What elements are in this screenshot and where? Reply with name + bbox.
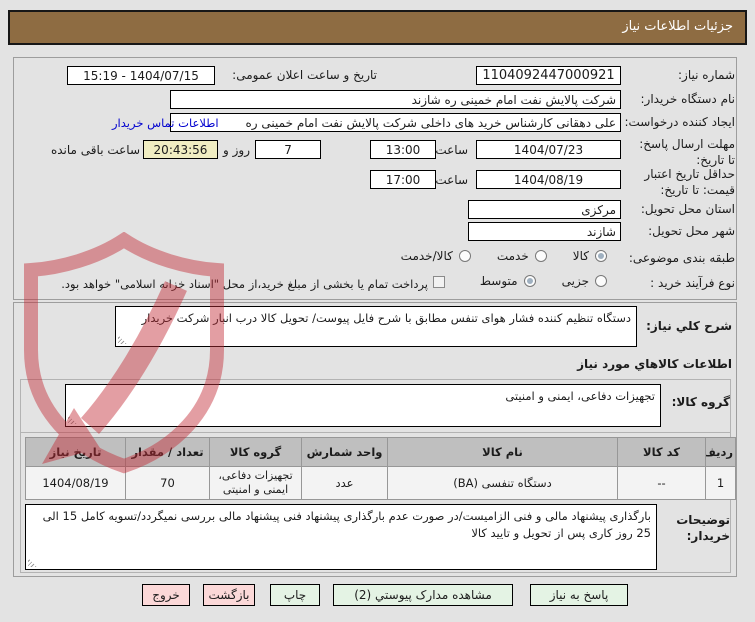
reply-deadline-label: مهلت ارسال پاسخ: تا تاریخ: xyxy=(639,137,735,168)
classification-radio-group: کالا خدمت کالا/خدمت xyxy=(401,249,607,263)
process-type-label: نوع فرآیند خرید : xyxy=(650,276,735,290)
reply-deadline-date-field[interactable]: 1404/07/23 xyxy=(476,140,621,159)
radio-option-minor[interactable]: جزیی xyxy=(562,274,607,288)
delivery-province-field[interactable]: مرکزی xyxy=(468,200,621,219)
goods-table: ردیف کد کالا نام کالا واحد شمارش گروه کا… xyxy=(25,437,736,500)
goods-group-label: گروه کالا: xyxy=(671,395,730,409)
treasury-checkbox[interactable] xyxy=(433,276,445,288)
delivery-city-field[interactable]: شازند xyxy=(468,222,621,241)
radio-goods-label: کالا xyxy=(572,249,589,263)
buyer-org-label: نام دستگاه خریدار: xyxy=(640,92,736,106)
col-item-name: نام کالا xyxy=(387,437,618,467)
radio-option-service[interactable]: خدمت xyxy=(497,249,547,263)
exit-button[interactable]: خروج xyxy=(142,584,190,606)
deadline-hour-label: ساعت xyxy=(435,143,468,157)
cell-item-code: -- xyxy=(617,466,706,500)
price-validity-label: حداقل تاریخ اعتبار قیمت: تا تاریخ: xyxy=(644,167,735,198)
announce-datetime-label: تاریخ و ساعت اعلان عمومی: xyxy=(232,68,377,82)
price-validity-date-field[interactable]: 1404/08/19 xyxy=(476,170,621,189)
buyer-notes-label: توضیحات خریدار: xyxy=(676,513,730,544)
radio-service-label: خدمت xyxy=(496,249,529,263)
validity-hour-label: ساعت xyxy=(435,173,468,187)
radio-goods-service-icon[interactable] xyxy=(458,250,471,262)
col-item-group: گروه کالا xyxy=(209,437,302,467)
days-remaining-field[interactable]: 7 xyxy=(255,140,321,159)
cell-item-group: تجهیزات دفاعی، ایمنی و امنیتی xyxy=(209,466,302,500)
buyer-notes-text: بارگذاری پیشنهاد مالی و فنی الزامیست/در … xyxy=(42,509,651,541)
col-item-code: کد کالا xyxy=(617,437,706,467)
resize-grip-icon[interactable] xyxy=(118,335,127,344)
reply-to-need-button[interactable]: پاسخ به نیاز xyxy=(530,584,628,606)
back-button[interactable]: بازگشت xyxy=(203,584,255,606)
cell-row-number: 1 xyxy=(705,466,736,500)
goods-table-header-row: ردیف کد کالا نام کالا واحد شمارش گروه کا… xyxy=(25,437,736,467)
classification-label: طبقه بندی موضوعی: xyxy=(628,251,735,265)
print-button[interactable]: چاپ xyxy=(270,584,320,606)
page-title: جزئیات اطلاعات نیاز xyxy=(8,10,747,45)
countdown-timer: 20:43:56 xyxy=(143,140,218,159)
goods-group-textarea[interactable]: تجهیزات دفاعی، ایمنی و امنیتی xyxy=(65,384,661,427)
view-attached-docs-button[interactable]: مشاهده مدارک پیوستي (2) xyxy=(333,584,513,606)
radio-option-goods-service[interactable]: کالا/خدمت xyxy=(401,249,471,263)
cell-quantity: 70 xyxy=(125,466,210,500)
radio-goods-service-label: کالا/خدمت xyxy=(400,249,453,263)
need-description-textarea[interactable]: دستگاه تنظیم کننده فشار هوای تنفس مطابق … xyxy=(115,306,637,347)
buyer-org-field[interactable]: شرکت پالایش نفت امام خمینی ره شازند xyxy=(170,90,621,109)
reply-deadline-time-field[interactable]: 13:00 xyxy=(370,140,436,159)
radio-minor-label: جزیی xyxy=(561,274,589,288)
need-description-label: شرح کلي نیاز: xyxy=(646,319,732,333)
goods-group-text: تجهیزات دفاعی، ایمنی و امنیتی xyxy=(505,389,655,403)
days-remaining-label: روز و xyxy=(223,143,250,157)
need-description-text: دستگاه تنظیم کننده فشار هوای تنفس مطابق … xyxy=(141,311,631,325)
delivery-province-label: استان محل تحویل: xyxy=(640,202,735,216)
buyer-contact-link[interactable]: اطلاعات تماس خریدار xyxy=(112,116,219,130)
request-creator-label: ایجاد کننده درخواست: xyxy=(624,115,735,129)
buyer-notes-textarea[interactable]: بارگذاری پیشنهاد مالی و فنی الزامیست/در … xyxy=(25,504,657,570)
radio-option-medium[interactable]: متوسط xyxy=(480,274,536,288)
announce-datetime-field[interactable]: 1404/07/15 - 15:19 xyxy=(67,66,215,85)
goods-info-panel xyxy=(13,302,737,577)
need-number-label: شماره نیاز: xyxy=(678,68,735,82)
resize-grip-icon[interactable] xyxy=(28,558,37,567)
col-count-unit: واحد شمارش xyxy=(301,437,388,467)
goods-section-header: اطلاعات کالاهاي مورد نیاز xyxy=(577,357,732,371)
cell-count-unit: عدد xyxy=(301,466,388,500)
price-validity-time-field[interactable]: 17:00 xyxy=(370,170,436,189)
goods-table-row[interactable]: 1 -- دستگاه تنفسی (BA) عدد تجهیزات دفاعی… xyxy=(25,466,736,500)
resize-grip-icon[interactable] xyxy=(68,415,77,424)
goods-table-box xyxy=(20,432,731,573)
delivery-city-label: شهر محل تحویل: xyxy=(648,224,735,238)
radio-medium-icon[interactable] xyxy=(523,275,536,287)
treasury-note: پرداخت تمام یا بخشی از مبلغ خرید،از محل … xyxy=(61,277,428,291)
radio-minor-icon[interactable] xyxy=(595,275,607,287)
radio-medium-label: متوسط xyxy=(479,274,518,288)
col-need-date: تاریخ نیاز xyxy=(25,437,126,467)
countdown-label: ساعت باقی مانده xyxy=(50,143,140,157)
col-quantity: تعداد / مقدار xyxy=(125,437,210,467)
request-creator-field[interactable]: علی دهقانی کارشناس خرید های داخلی شرکت پ… xyxy=(170,113,621,132)
need-info-panel xyxy=(13,57,737,300)
col-row-number: ردیف xyxy=(705,437,736,467)
cell-need-date: 1404/08/19 xyxy=(25,466,126,500)
radio-goods-icon[interactable] xyxy=(595,250,607,262)
need-number-field[interactable]: 1104092447000921 xyxy=(476,66,621,85)
cell-item-name: دستگاه تنفسی (BA) xyxy=(387,466,618,500)
radio-service-icon[interactable] xyxy=(534,250,547,262)
process-type-radio-group: جزیی متوسط xyxy=(480,274,607,288)
radio-option-goods[interactable]: کالا xyxy=(573,249,607,263)
